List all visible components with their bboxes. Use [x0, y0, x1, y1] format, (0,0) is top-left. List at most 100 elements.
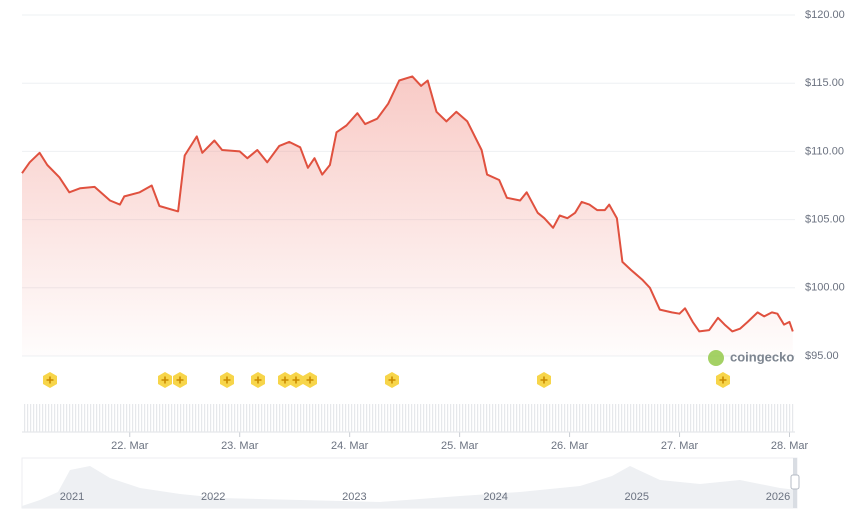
- volume-tick: [204, 404, 206, 432]
- volume-tick: [483, 404, 485, 432]
- volume-tick: [426, 404, 428, 432]
- volume-tick: [78, 404, 80, 432]
- volume-tick: [681, 404, 683, 432]
- volume-tick: [561, 404, 563, 432]
- volume-tick: [489, 404, 491, 432]
- volume-tick: [753, 404, 755, 432]
- volume-tick: [690, 404, 692, 432]
- volume-tick: [534, 404, 536, 432]
- volume-tick: [702, 404, 704, 432]
- volume-tick: [45, 404, 47, 432]
- volume-tick: [531, 404, 533, 432]
- volume-tick: [774, 404, 776, 432]
- volume-tick: [102, 404, 104, 432]
- volume-tick: [516, 404, 518, 432]
- volume-tick: [645, 404, 647, 432]
- x-tick-label: 27. Mar: [661, 440, 699, 452]
- y-tick-label: $110.00: [805, 145, 844, 157]
- volume-tick: [585, 404, 587, 432]
- volume-tick: [279, 404, 281, 432]
- volume-tick: [447, 404, 449, 432]
- volume-tick: [360, 404, 362, 432]
- volume-tick: [159, 404, 161, 432]
- volume-tick: [684, 404, 686, 432]
- volume-tick: [624, 404, 626, 432]
- volume-tick: [228, 404, 230, 432]
- volume-tick: [705, 404, 707, 432]
- volume-tick: [216, 404, 218, 432]
- y-tick-label: $115.00: [805, 77, 844, 89]
- volume-tick: [480, 404, 482, 432]
- volume-tick: [435, 404, 437, 432]
- volume-tick: [342, 404, 344, 432]
- volume-tick: [651, 404, 653, 432]
- volume-tick: [258, 404, 260, 432]
- volume-tick: [414, 404, 416, 432]
- volume-tick: [603, 404, 605, 432]
- volume-tick: [222, 404, 224, 432]
- volume-tick: [351, 404, 353, 432]
- volume-tick: [183, 404, 185, 432]
- volume-tick: [378, 404, 380, 432]
- volume-tick: [348, 404, 350, 432]
- volume-tick: [108, 404, 110, 432]
- volume-tick: [777, 404, 779, 432]
- volume-tick: [306, 404, 308, 432]
- volume-tick: [273, 404, 275, 432]
- volume-tick: [618, 404, 620, 432]
- x-tick-label: 26. Mar: [551, 440, 589, 452]
- volume-tick: [612, 404, 614, 432]
- volume-tick: [582, 404, 584, 432]
- volume-tick: [39, 404, 41, 432]
- volume-tick: [96, 404, 98, 432]
- volume-tick: [105, 404, 107, 432]
- volume-tick: [615, 404, 617, 432]
- volume-tick: [402, 404, 404, 432]
- volume-tick: [759, 404, 761, 432]
- volume-tick: [693, 404, 695, 432]
- volume-tick: [291, 404, 293, 432]
- volume-tick: [198, 404, 200, 432]
- volume-tick: [564, 404, 566, 432]
- volume-tick: [591, 404, 593, 432]
- volume-tick: [321, 404, 323, 432]
- volume-tick: [294, 404, 296, 432]
- volume-tick: [741, 404, 743, 432]
- volume-tick: [462, 404, 464, 432]
- volume-tick: [255, 404, 257, 432]
- volume-tick: [249, 404, 251, 432]
- x-tick-label: 25. Mar: [441, 440, 479, 452]
- volume-tick: [621, 404, 623, 432]
- volume-tick: [138, 404, 140, 432]
- volume-tick: [420, 404, 422, 432]
- volume-tick: [195, 404, 197, 432]
- volume-tick: [543, 404, 545, 432]
- volume-tick: [744, 404, 746, 432]
- event-markers[interactable]: [42, 371, 731, 389]
- navigator[interactable]: 2021 2022 2023 2024 2025 2026: [21, 457, 800, 509]
- volume-tick: [81, 404, 83, 432]
- watermark: coingecko: [708, 349, 794, 366]
- volume-tick: [297, 404, 299, 432]
- navigator-label: 2026: [766, 491, 790, 503]
- volume-tick: [309, 404, 311, 432]
- volume-tick: [465, 404, 467, 432]
- volume-tick: [42, 404, 44, 432]
- volume-tick: [363, 404, 365, 432]
- volume-tick: [51, 404, 53, 432]
- volume-tick: [27, 404, 29, 432]
- navigator-label: 2023: [342, 491, 366, 503]
- volume-tick: [252, 404, 254, 432]
- volume-tick: [504, 404, 506, 432]
- volume-tick: [576, 404, 578, 432]
- volume-tick: [735, 404, 737, 432]
- volume-tick: [687, 404, 689, 432]
- price-line: [21, 75, 794, 333]
- volume-tick: [639, 404, 641, 432]
- volume-tick: [285, 404, 287, 432]
- volume-tick: [387, 404, 389, 432]
- volume-tick: [453, 404, 455, 432]
- volume-tick: [747, 404, 749, 432]
- volume-tick: [678, 404, 680, 432]
- volume-tick: [675, 404, 677, 432]
